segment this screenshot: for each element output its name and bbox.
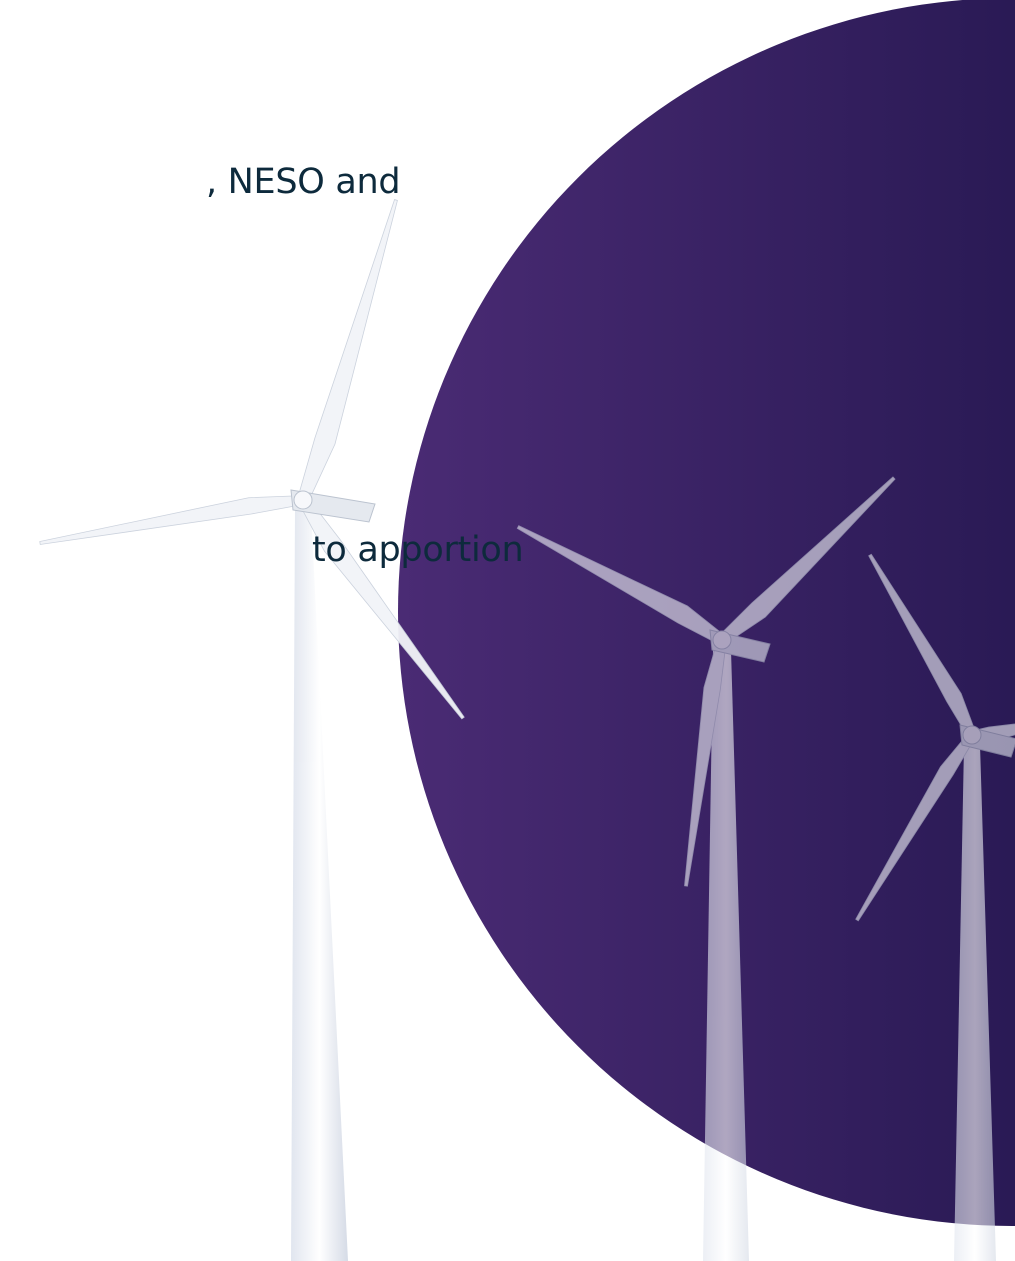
turbine <box>855 553 1015 1261</box>
wind-turbines <box>39 199 1015 1261</box>
turbine-hub <box>712 630 732 650</box>
turbine-tower <box>291 510 348 1261</box>
turbine-blade <box>39 495 305 545</box>
turbine-tower <box>703 650 749 1261</box>
purple-circle <box>398 0 1015 1226</box>
turbine-blade <box>297 199 398 503</box>
text-line: , NESO and <box>206 162 401 202</box>
turbine-tower <box>954 745 996 1261</box>
turbine-hub <box>962 725 982 745</box>
turbine <box>516 476 896 1261</box>
text-line: to apportion <box>312 530 524 570</box>
turbine <box>39 199 465 1261</box>
turbine-hub <box>293 490 313 510</box>
